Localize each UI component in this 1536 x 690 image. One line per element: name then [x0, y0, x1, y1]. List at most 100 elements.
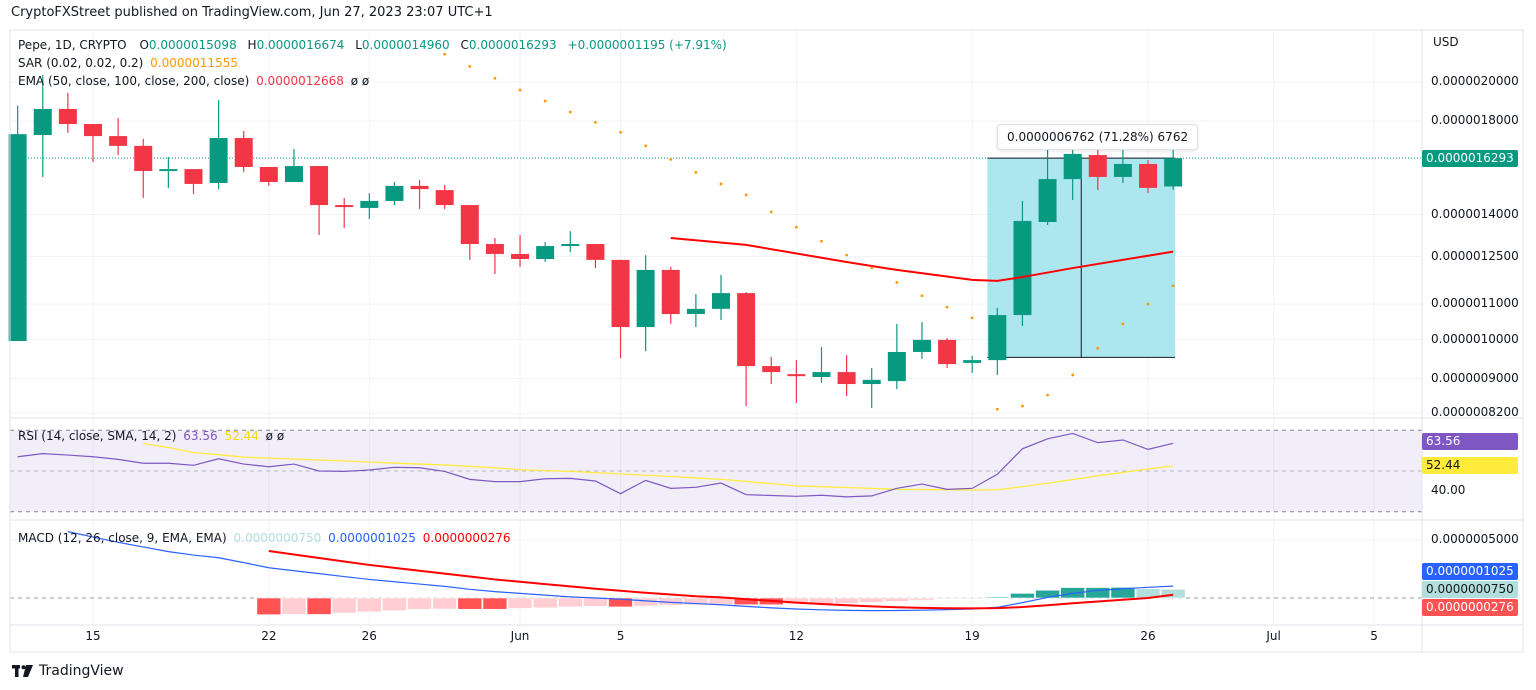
sar-dot — [443, 52, 447, 56]
sar-dot — [794, 225, 798, 229]
rsi-sma-badge: 52.44 — [1422, 457, 1518, 474]
candle — [737, 292, 756, 407]
candle-body — [84, 124, 102, 137]
candle-body — [385, 185, 404, 201]
candle — [1164, 149, 1183, 190]
candle — [33, 75, 52, 177]
sar-dot — [1096, 346, 1100, 350]
macd-histogram-bar — [859, 597, 885, 603]
candle — [184, 169, 203, 195]
macd-histogram-bar — [909, 597, 935, 601]
candle-body — [912, 339, 931, 352]
candle — [234, 130, 253, 172]
low-label: L — [355, 38, 362, 52]
candle-body — [887, 351, 906, 382]
price-tick-label: 0.0000014000 — [1431, 206, 1519, 221]
candle-body — [586, 244, 605, 260]
candle-body — [1164, 158, 1183, 187]
sar-series — [443, 52, 1175, 411]
candle-body — [837, 372, 856, 385]
macd-histogram-bar — [834, 597, 859, 604]
sar-dot — [493, 76, 497, 80]
candle — [460, 205, 479, 260]
macd-histogram-bar — [959, 597, 985, 600]
candle-body — [737, 293, 756, 367]
candle-body — [310, 166, 329, 206]
candle — [310, 166, 329, 235]
candle-body — [1063, 153, 1082, 180]
candle-body — [284, 166, 303, 182]
time-tick-label: Jun — [510, 629, 530, 643]
time-tick-label: 19 — [964, 629, 980, 643]
sar-dot — [594, 120, 597, 124]
macd-histogram-bar — [633, 597, 658, 607]
footer-brand[interactable]: TradingView — [12, 663, 124, 679]
macd-tick-label: 0.0000005000 — [1431, 532, 1519, 546]
candle-body — [410, 185, 429, 190]
candle-body — [209, 138, 228, 183]
sar-dot — [1146, 302, 1150, 306]
sar-dot — [870, 266, 874, 270]
candle — [485, 238, 504, 274]
time-tick-label: 5 — [616, 629, 625, 643]
sar-dot — [1021, 404, 1024, 408]
candle — [611, 259, 630, 359]
sar-dot — [543, 99, 547, 103]
symbol-label[interactable]: Pepe, 1D, CRYPTO — [18, 38, 127, 52]
sar-dot — [820, 239, 823, 243]
candle — [536, 242, 555, 262]
candle — [209, 100, 228, 190]
sar-dot — [518, 88, 522, 92]
time-tick-label: 22 — [261, 629, 277, 643]
candle — [109, 118, 128, 156]
rsi-line — [17, 432, 1174, 498]
macd-label: MACD (12, 26, close, 9, EMA, EMA) — [18, 531, 227, 545]
macd-histogram-bar — [532, 597, 558, 609]
published-header: CryptoFXStreet published on TradingView.… — [11, 5, 493, 20]
candle — [812, 347, 831, 383]
rsi-series — [17, 432, 1174, 498]
time-tick-label: 15 — [85, 629, 101, 643]
main-legend: Pepe, 1D, CRYPTO O0.0000015098 H0.000001… — [18, 36, 730, 90]
close-label: C — [460, 38, 469, 52]
currency-label[interactable]: USD — [1433, 35, 1459, 49]
candle — [8, 105, 27, 341]
time-tick-label: 12 — [788, 629, 804, 643]
macd-signal-value: 0.0000000276 — [422, 531, 511, 545]
macd-signal-line — [268, 550, 1174, 610]
candle-body — [8, 134, 27, 341]
macd-histogram-bar — [407, 597, 432, 610]
macd-histogram-bar — [583, 597, 608, 607]
candle-body — [686, 308, 705, 315]
ema-legend-row[interactable]: EMA (50, close, 100, close, 200, close) … — [18, 72, 730, 90]
candle — [561, 231, 580, 252]
macd-legend-row[interactable]: MACD (12, 26, close, 9, EMA, EMA) 0.0000… — [18, 529, 514, 547]
candlestick-series — [8, 75, 1183, 408]
macd-histogram-bar — [432, 597, 457, 610]
macd-histogram-bar — [482, 597, 508, 610]
sar-legend-row[interactable]: SAR (0.02, 0.02, 0.2) 0.0000011555 — [18, 54, 730, 72]
price-tick-label: 0.0000020000 — [1431, 73, 1519, 88]
macd-series — [67, 531, 1186, 616]
macd-histogram-bar — [683, 597, 709, 606]
candle-body — [360, 200, 379, 208]
sar-dot — [895, 281, 899, 284]
sar-dot — [744, 193, 748, 197]
candle — [1113, 148, 1132, 183]
candle — [988, 307, 1007, 375]
candle — [58, 92, 77, 133]
candle-body — [159, 169, 178, 172]
candle-body — [184, 169, 203, 184]
candle-body — [511, 253, 530, 259]
candle-body — [561, 244, 580, 247]
ema-line — [670, 237, 1174, 282]
outer-border — [9, 29, 1524, 653]
candle-body — [787, 374, 806, 377]
candle-body — [1088, 155, 1107, 177]
macd-histogram-bar — [281, 597, 307, 615]
candle-body — [762, 366, 781, 373]
candle-body — [661, 269, 680, 315]
candle — [1139, 160, 1158, 194]
rsi-legend-row[interactable]: RSI (14, close, SMA, 14, 2) 63.56 52.44 … — [18, 427, 287, 445]
